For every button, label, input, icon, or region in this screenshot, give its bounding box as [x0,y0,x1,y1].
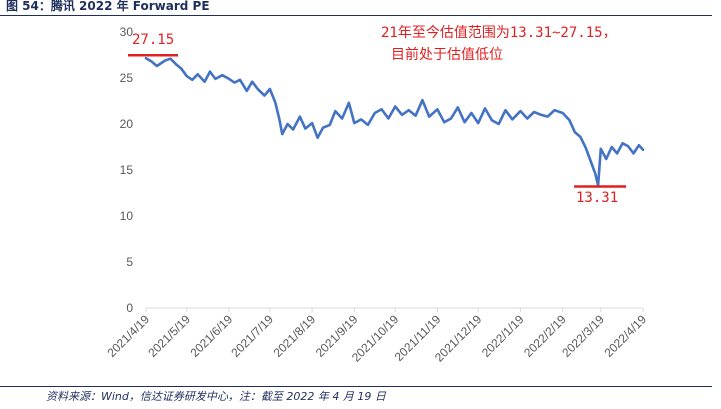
figure-title: 图 54：腾讯 2022 年 Forward PE [6,0,210,13]
y-tick-label: 10 [120,209,134,223]
series-line-0 [144,56,645,187]
x-tick-label: 2022/1/19 [479,312,527,360]
y-axis: 0 5 10 15 20 25 30 [120,25,134,315]
x-axis: 2021/4/192021/5/192021/6/192021/7/192021… [104,307,649,365]
source-divider [0,386,712,387]
y-tick-label: 0 [126,301,133,315]
y-tick-label: 20 [120,117,134,131]
x-tick-label: 2021/5/19 [145,312,193,360]
x-tick-label: 2021/4/19 [104,312,152,360]
x-tick-label: 2022/4/19 [601,312,649,360]
range-annotation-line2: 目前处于估值低位 [391,47,503,63]
x-tick-label: 2022/3/19 [559,312,607,360]
y-tick-label: 25 [120,71,134,85]
min-value-label: 13.31 [576,190,619,206]
x-tick-label: 2021/8/19 [271,312,319,360]
range-annotation-line1: 21年至今估值范围为13.31~27.15， [381,25,617,41]
y-tick-label: 15 [120,163,134,177]
title-divider [0,15,712,16]
x-tick-label: 2021/7/19 [228,312,276,360]
y-tick-label: 5 [126,255,133,269]
x-tick-label: 2021/6/19 [188,312,236,360]
annotation-marks [128,53,627,188]
source-note: 资料来源：Wind，信达证券研发中心，注：截至 2022 年 4 月 19 日 [46,390,386,403]
y-tick-label: 30 [120,25,134,39]
series-layer [144,56,645,187]
max-value-label: 27.15 [132,32,175,48]
